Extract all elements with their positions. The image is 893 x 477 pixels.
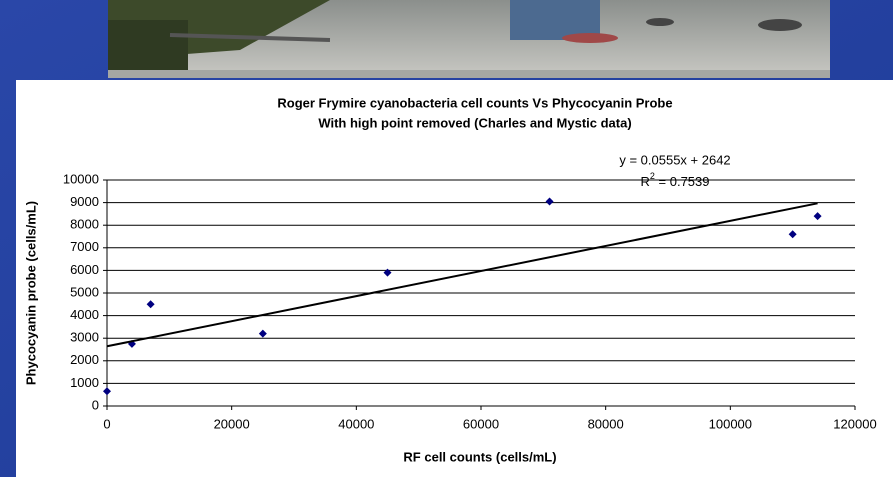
x-tick-label: 120000 (833, 416, 876, 431)
x-tick-label: 40000 (338, 416, 374, 431)
trendline (106, 202, 818, 348)
x-tick-label: 100000 (709, 416, 752, 431)
r2-text: = 0.7539 (655, 174, 710, 189)
y-tick-label: 8000 (70, 217, 99, 232)
y-tick-label: 7000 (70, 239, 99, 254)
y-tick-label: 0 (92, 397, 99, 412)
y-tick-label: 9000 (70, 194, 99, 209)
x-tick-label: 20000 (214, 416, 250, 431)
y-tick-label: 4000 (70, 307, 99, 322)
y-tick-label: 2000 (70, 352, 99, 367)
y-tick-label: 5000 (70, 284, 99, 299)
chart-title: Roger Frymire cyanobacteria cell counts … (277, 95, 672, 110)
x-tick-label: 80000 (588, 416, 624, 431)
data-point (146, 300, 155, 309)
x-tick-label: 60000 (463, 416, 499, 431)
photo (108, 0, 830, 78)
chart-subtitle: With high point removed (Charles and Mys… (318, 115, 631, 130)
data-point (788, 230, 797, 239)
r2-sup: 2 (650, 171, 655, 181)
trendline-equation: y = 0.0555x + 2642 (619, 152, 730, 167)
data-point (103, 387, 111, 396)
x-axis-label: RF cell counts (cells/mL) (403, 449, 556, 464)
y-tick-label: 3000 (70, 330, 99, 345)
y-axis-label: Phycocyanin probe (cells/mL) (23, 201, 38, 385)
r2-text: R (641, 174, 650, 189)
data-point (813, 212, 822, 221)
y-tick-label: 10000 (63, 171, 99, 186)
data-point (258, 329, 267, 338)
data-point (545, 197, 554, 206)
data-point (383, 268, 392, 277)
y-tick-label: 6000 (70, 262, 99, 277)
y-tick-label: 1000 (70, 375, 99, 390)
r-squared: R2 = 0.7539 (641, 171, 710, 189)
x-tick-label: 0 (103, 416, 110, 431)
chart-area (16, 80, 893, 477)
